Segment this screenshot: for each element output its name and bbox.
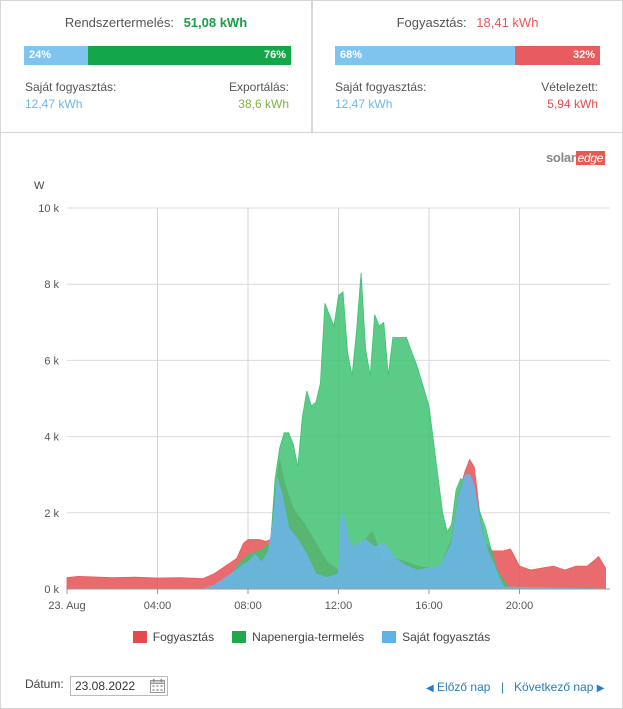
next-day-label: Következő nap <box>514 680 594 694</box>
production-bar: 24% 76% <box>24 46 291 65</box>
production-export-label: Exportálás: <box>228 80 289 94</box>
consumption-total: 18,41 kWh <box>476 15 539 30</box>
consumption-import-label: Vételezett: <box>541 80 598 94</box>
consumption-import-segment: 32% <box>515 46 600 65</box>
legend-label: Napenergia-termelés <box>252 630 365 644</box>
prev-day-link[interactable]: ◀ Előző nap <box>426 680 490 694</box>
solaredge-logo: solar edge <box>546 150 606 165</box>
chevron-right-icon: ▶ <box>596 683 605 694</box>
legend-swatch <box>232 631 247 643</box>
date-label: Dátum: <box>25 677 64 691</box>
date-input[interactable] <box>70 676 168 696</box>
consumption-title-label: Fogyasztás: <box>396 15 467 30</box>
chart-container <box>0 133 623 709</box>
production-export-value: 38,6 kWh <box>238 97 289 111</box>
next-day-link[interactable]: Következő nap ▶ <box>514 680 604 694</box>
production-self-label: Saját fogyasztás: <box>25 80 117 94</box>
logo-edge: edge <box>575 151 606 165</box>
logo-solar: solar <box>546 150 576 165</box>
legend-item[interactable]: Fogyasztás <box>132 630 215 644</box>
production-total: 51,08 kWh <box>183 15 248 30</box>
production-title: Rendszertermelés: 51,08 kWh <box>1 15 311 30</box>
production-panel: Rendszertermelés: 51,08 kWh 24% 76% Sajá… <box>0 0 312 133</box>
production-title-label: Rendszertermelés: <box>64 15 174 30</box>
production-self-value: 12,47 kWh <box>25 97 83 111</box>
chart-legend: Fogyasztás Napenergia-termelés Saját fogya… <box>0 630 623 644</box>
production-export-segment: 76% <box>88 46 291 65</box>
consumption-panel: Fogyasztás: 18,41 kWh 68% 32% Saját fogy… <box>312 0 623 133</box>
consumption-self-label: Saját fogyasztás: <box>335 80 427 94</box>
legend-item[interactable]: Saját fogyasztás <box>382 630 490 644</box>
consumption-import-value: 5,94 kWh <box>547 97 598 111</box>
calendar-icon[interactable] <box>150 679 165 693</box>
legend-label: Fogyasztás <box>152 630 215 644</box>
production-self-segment: 24% <box>24 46 89 65</box>
legend-item[interactable]: Napenergia-termelés <box>232 630 364 644</box>
prev-day-label: Előző nap <box>437 680 491 694</box>
legend-label: Saját fogyasztás <box>402 630 491 644</box>
nav-separator: | <box>501 680 505 694</box>
consumption-title: Fogyasztás: 18,41 kWh <box>313 15 622 30</box>
legend-swatch <box>382 631 397 643</box>
consumption-bar: 68% 32% <box>335 46 600 65</box>
legend-swatch <box>132 631 147 643</box>
consumption-self-value: 12,47 kWh <box>335 97 393 111</box>
chevron-left-icon: ◀ <box>426 683 434 694</box>
consumption-self-segment: 68% <box>335 46 516 65</box>
